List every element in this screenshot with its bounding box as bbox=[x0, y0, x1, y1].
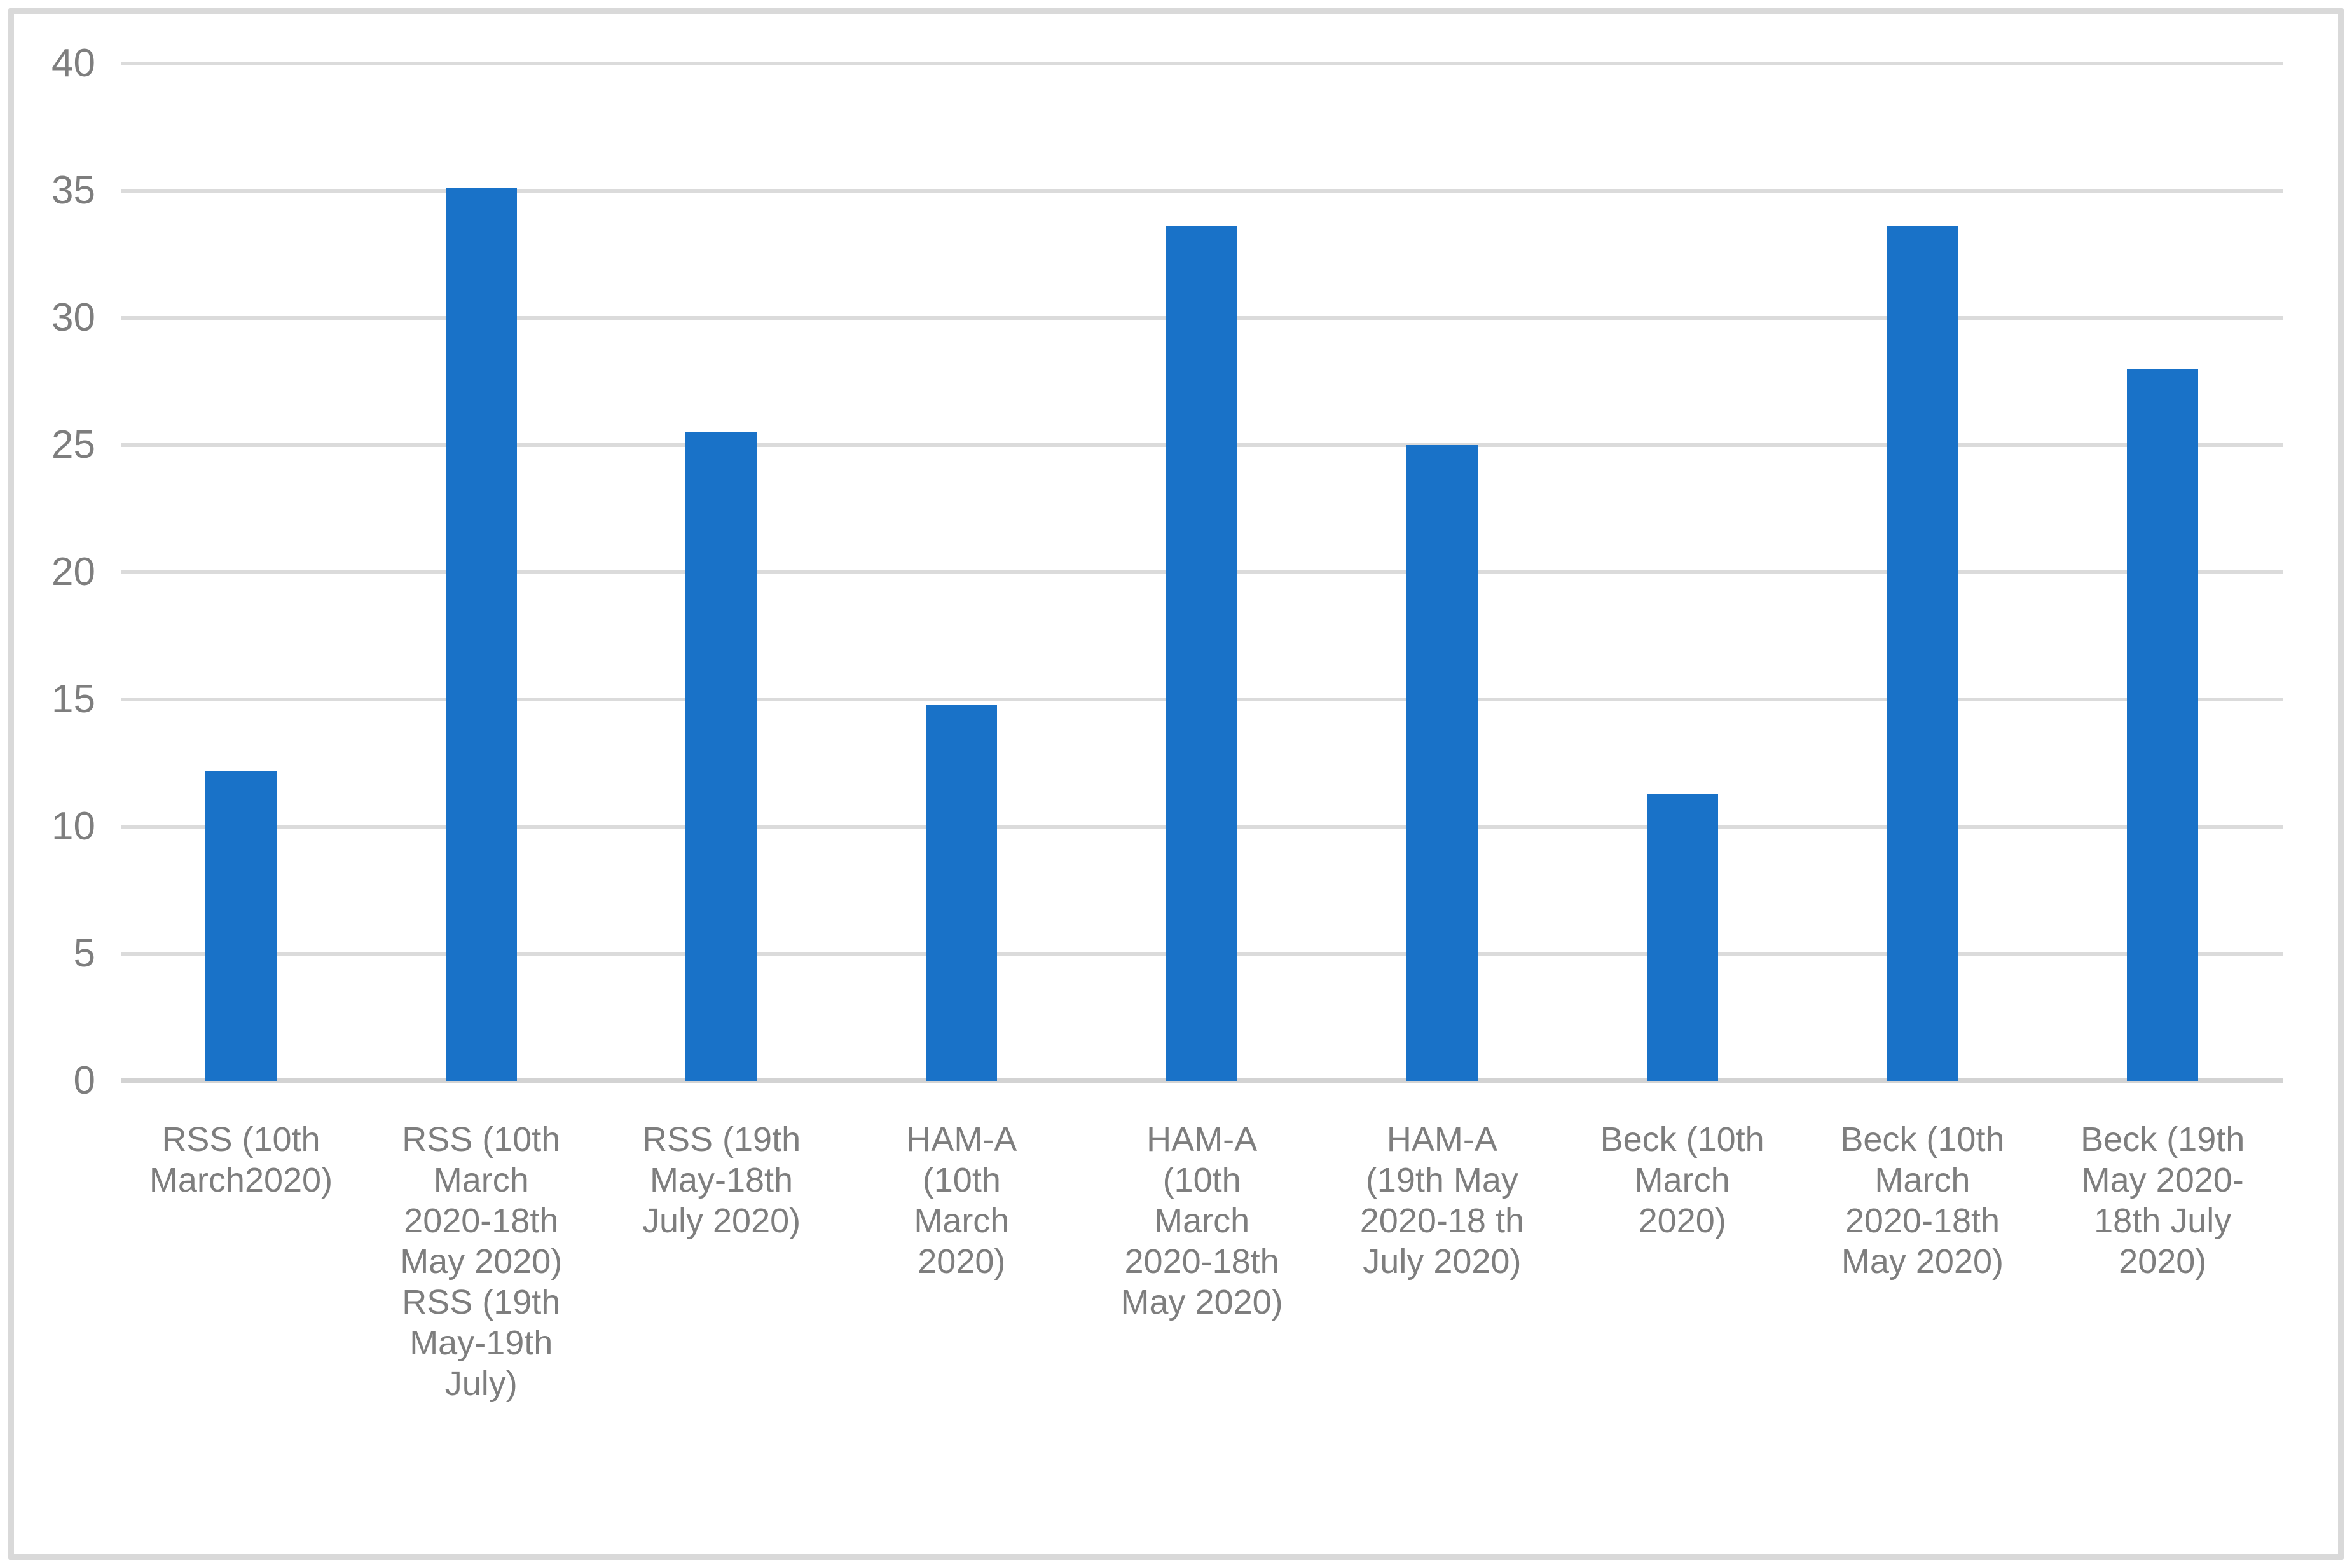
bar-7 bbox=[1646, 794, 1718, 1081]
x-category-label-8: Beck (10th March 2020-18th May 2020) bbox=[1840, 1120, 2005, 1281]
gridline-y-40 bbox=[121, 62, 2283, 65]
gridline-y-35 bbox=[121, 189, 2283, 193]
bar-8 bbox=[1887, 226, 1958, 1081]
bar-1 bbox=[205, 771, 277, 1081]
bar-5 bbox=[1166, 226, 1237, 1081]
x-category-label-6: HAM-A (19th May 2020-18 th July 2020) bbox=[1359, 1120, 1524, 1281]
x-category-label-3: RSS (19th May-18th July 2020) bbox=[642, 1120, 801, 1240]
bar-2 bbox=[445, 188, 517, 1081]
bar-6 bbox=[1406, 445, 1478, 1081]
x-axis-line bbox=[121, 1078, 2283, 1083]
y-tick-label-10: 10 bbox=[52, 804, 95, 848]
y-tick-label-20: 20 bbox=[52, 550, 95, 594]
bar-4 bbox=[926, 705, 998, 1081]
y-tick-label-0: 0 bbox=[73, 1059, 95, 1103]
bar-9 bbox=[2127, 369, 2199, 1081]
y-tick-label-25: 25 bbox=[52, 423, 95, 467]
y-tick-label-30: 30 bbox=[52, 296, 95, 340]
y-tick-label-15: 15 bbox=[52, 677, 95, 721]
x-category-label-5: HAM-A (10th March 2020-18th May 2020) bbox=[1120, 1120, 1283, 1321]
y-tick-label-40: 40 bbox=[52, 41, 95, 85]
x-category-label-9: Beck (19th May 2020- 18th July 2020) bbox=[2080, 1120, 2245, 1281]
y-tick-label-5: 5 bbox=[73, 932, 95, 975]
y-axis-tick-labels: 0 5 10 15 20 25 30 35 40 bbox=[0, 41, 95, 1103]
x-category-label-4: HAM-A (10th March 2020) bbox=[906, 1120, 1017, 1281]
plot-area bbox=[121, 62, 2283, 1083]
x-category-label-2: RSS (10th March 2020-18th May 2020) RSS … bbox=[400, 1120, 563, 1403]
bar-3 bbox=[685, 432, 757, 1081]
y-tick-label-35: 35 bbox=[52, 168, 95, 212]
x-category-label-1: RSS (10th March2020) bbox=[149, 1120, 333, 1199]
x-category-label-7: Beck (10th March 2020) bbox=[1600, 1120, 1764, 1240]
